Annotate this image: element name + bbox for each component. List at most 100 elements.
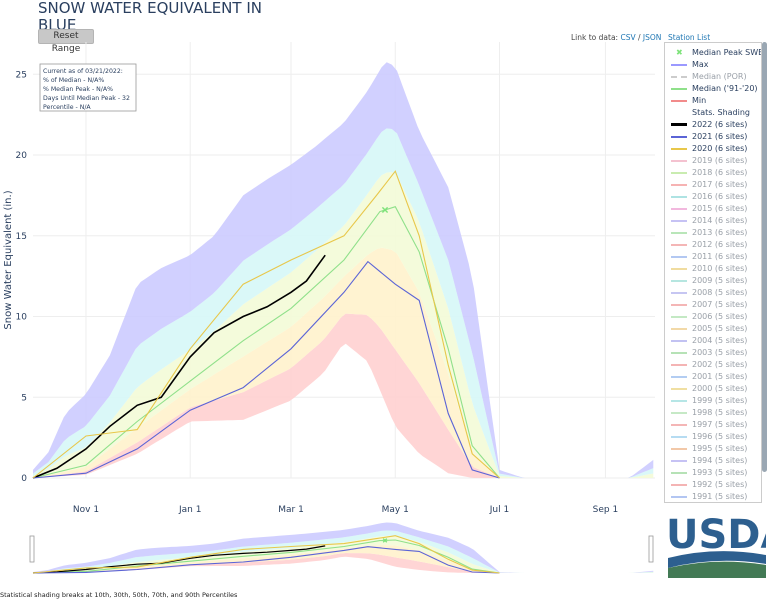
series-line-median-91-20- xyxy=(32,206,500,479)
legend-label: 2019 (6 sites) xyxy=(692,156,748,165)
legend-scrollbar[interactable] xyxy=(762,42,767,472)
legend-item[interactable]: 2004 (5 sites) xyxy=(665,335,755,347)
legend-swatch xyxy=(671,208,687,210)
legend-label: 1995 (5 sites) xyxy=(692,444,748,453)
link-separator: / xyxy=(635,33,643,42)
legend-item[interactable]: 2007 (5 sites) xyxy=(665,299,755,311)
legend-label: 2000 (5 sites) xyxy=(692,384,748,393)
legend-item[interactable]: Min xyxy=(665,95,755,107)
legend-swatch xyxy=(671,136,687,138)
y-tick-label: 0 xyxy=(21,474,27,484)
legend-item[interactable]: 2021 (6 sites) xyxy=(665,131,755,143)
y-tick-label: 15 xyxy=(16,232,27,242)
legend-item[interactable]: 2006 (5 sites) xyxy=(665,311,755,323)
legend-label: 2007 (5 sites) xyxy=(692,300,748,309)
legend-item[interactable]: Stats. Shading xyxy=(665,107,755,119)
legend-label: 2009 (5 sites) xyxy=(692,276,748,285)
footnote: Statistical shading breaks at 10th, 30th… xyxy=(0,591,238,599)
reset-range-button[interactable]: Reset Range xyxy=(38,29,94,54)
legend-item[interactable]: 2011 (6 sites) xyxy=(665,251,755,263)
legend-label: 1998 (5 sites) xyxy=(692,408,748,417)
legend-swatch xyxy=(671,352,687,354)
legend-item[interactable]: 2019 (6 sites) xyxy=(665,155,755,167)
series-line-median-91-20- xyxy=(32,539,500,574)
legend-label: 2006 (5 sites) xyxy=(692,312,748,321)
usda-logo: USDA xyxy=(666,512,766,578)
legend-label: 1993 (5 sites) xyxy=(692,468,748,477)
legend-label: 2018 (6 sites) xyxy=(692,168,748,177)
legend-item[interactable]: 2002 (5 sites) xyxy=(665,359,755,371)
legend-label: Stats. Shading xyxy=(692,108,751,117)
legend-item[interactable]: ✖ Median Peak SWE xyxy=(665,47,761,59)
legend-item[interactable]: 2013 (6 sites) xyxy=(665,227,755,239)
legend-item[interactable]: 2008 (5 sites) xyxy=(665,287,755,299)
legend-item[interactable]: 1999 (5 sites) xyxy=(665,395,755,407)
y-tick-label: 20 xyxy=(16,151,28,161)
legend-label: 2014 (6 sites) xyxy=(692,216,748,225)
csv-link[interactable]: CSV xyxy=(620,33,636,42)
legend-item[interactable]: 2012 (6 sites) xyxy=(665,239,755,251)
legend-item[interactable]: Max xyxy=(665,59,755,71)
info-line-1: Current as of 03/21/2022: xyxy=(43,68,123,75)
legend-item[interactable]: 2017 (6 sites) xyxy=(665,179,755,191)
legend-swatch xyxy=(671,148,687,150)
median-peak-marker xyxy=(381,206,389,214)
legend-item[interactable]: 2015 (6 sites) xyxy=(665,203,755,215)
legend-item[interactable]: 2014 (6 sites) xyxy=(665,215,755,227)
series-line-2022-6-sites- xyxy=(32,545,326,574)
legend-swatch xyxy=(671,400,687,402)
legend-item[interactable]: 2001 (5 sites) xyxy=(665,371,755,383)
legend-swatch xyxy=(671,472,687,474)
legend-swatch xyxy=(671,448,687,450)
legend-item[interactable]: 1998 (5 sites) xyxy=(665,407,755,419)
legend-item[interactable]: 1995 (5 sites) xyxy=(665,443,755,455)
legend-label: 1996 (5 sites) xyxy=(692,432,748,441)
range-slider[interactable] xyxy=(0,518,660,588)
info-line-4: Days Until Median Peak - 32 xyxy=(43,95,130,102)
legend-item[interactable]: 1993 (5 sites) xyxy=(665,467,755,479)
legend-item[interactable]: 2016 (6 sites) xyxy=(665,191,755,203)
legend-swatch xyxy=(671,256,687,258)
axes: 0 5 10 15 20 25 Nov 1 Jan 1 Mar 1 May 1 Jul 1 Sep 1… xyxy=(3,70,618,515)
x-tick-label: Nov 1 xyxy=(73,505,99,515)
legend-item[interactable]: 2000 (5 sites) xyxy=(665,383,755,395)
station-list-link[interactable]: Station List xyxy=(668,33,711,42)
legend-label: 2008 (5 sites) xyxy=(692,288,748,297)
legend-item[interactable]: 2005 (5 sites) xyxy=(665,323,755,335)
link-prefix: Link to data: xyxy=(571,33,621,42)
json-link[interactable]: JSON xyxy=(642,33,662,42)
legend-swatch xyxy=(671,292,687,294)
legend-item[interactable]: 1992 (5 sites) xyxy=(665,479,755,491)
legend-swatch xyxy=(671,376,687,378)
legend-item[interactable]: Median ('91-'20) xyxy=(665,83,758,95)
legend-label: 2016 (6 sites) xyxy=(692,192,748,201)
legend-label: 2015 (6 sites) xyxy=(692,204,748,213)
series-line-2022-6-sites- xyxy=(32,254,326,479)
legend-item[interactable]: 2010 (6 sites) xyxy=(665,263,755,275)
x-tick-label: Jul 1 xyxy=(489,505,509,515)
legend-swatch xyxy=(671,280,687,282)
chart-title-line1: SNOW WATER EQUIVALENT IN xyxy=(38,0,262,17)
legend-item[interactable]: Median (POR) xyxy=(665,71,755,83)
legend-item[interactable]: 1996 (5 sites) xyxy=(665,431,755,443)
legend-item[interactable]: 2018 (6 sites) xyxy=(665,167,755,179)
median-peak-marker-stroke xyxy=(381,206,389,214)
legend-label: 2003 (5 sites) xyxy=(692,348,748,357)
legend-item[interactable]: 1997 (5 sites) xyxy=(665,419,755,431)
x-tick-label: May 1 xyxy=(382,505,409,515)
legend-swatch xyxy=(671,160,687,162)
legend-item[interactable]: 1994 (5 sites) xyxy=(665,455,755,467)
range-handle-right[interactable] xyxy=(648,535,654,563)
legend-item[interactable]: 2009 (5 sites) xyxy=(665,275,755,287)
median-peak-marker-stroke xyxy=(382,538,388,543)
legend-item[interactable]: 1991 (5 sites) xyxy=(665,491,755,502)
legend-item[interactable]: 2020 (6 sites) xyxy=(665,143,755,155)
range-handle-left[interactable] xyxy=(29,535,35,563)
legend: ✖ Median Peak SWE Max Median (POR) Median ('… xyxy=(664,42,762,503)
legend-item[interactable]: 2003 (5 sites) xyxy=(665,347,755,359)
swe-chart[interactable]: 0 5 10 15 20 25 Nov 1 Jan 1 Mar 1 May 1 Jul 1 Sep 1… xyxy=(0,0,660,520)
legend-label: 1997 (5 sites) xyxy=(692,420,748,429)
legend-item[interactable]: 2022 (6 sites) xyxy=(665,119,755,131)
legend-label: 2017 (6 sites) xyxy=(692,180,748,189)
y-tick-label: 5 xyxy=(21,393,27,403)
